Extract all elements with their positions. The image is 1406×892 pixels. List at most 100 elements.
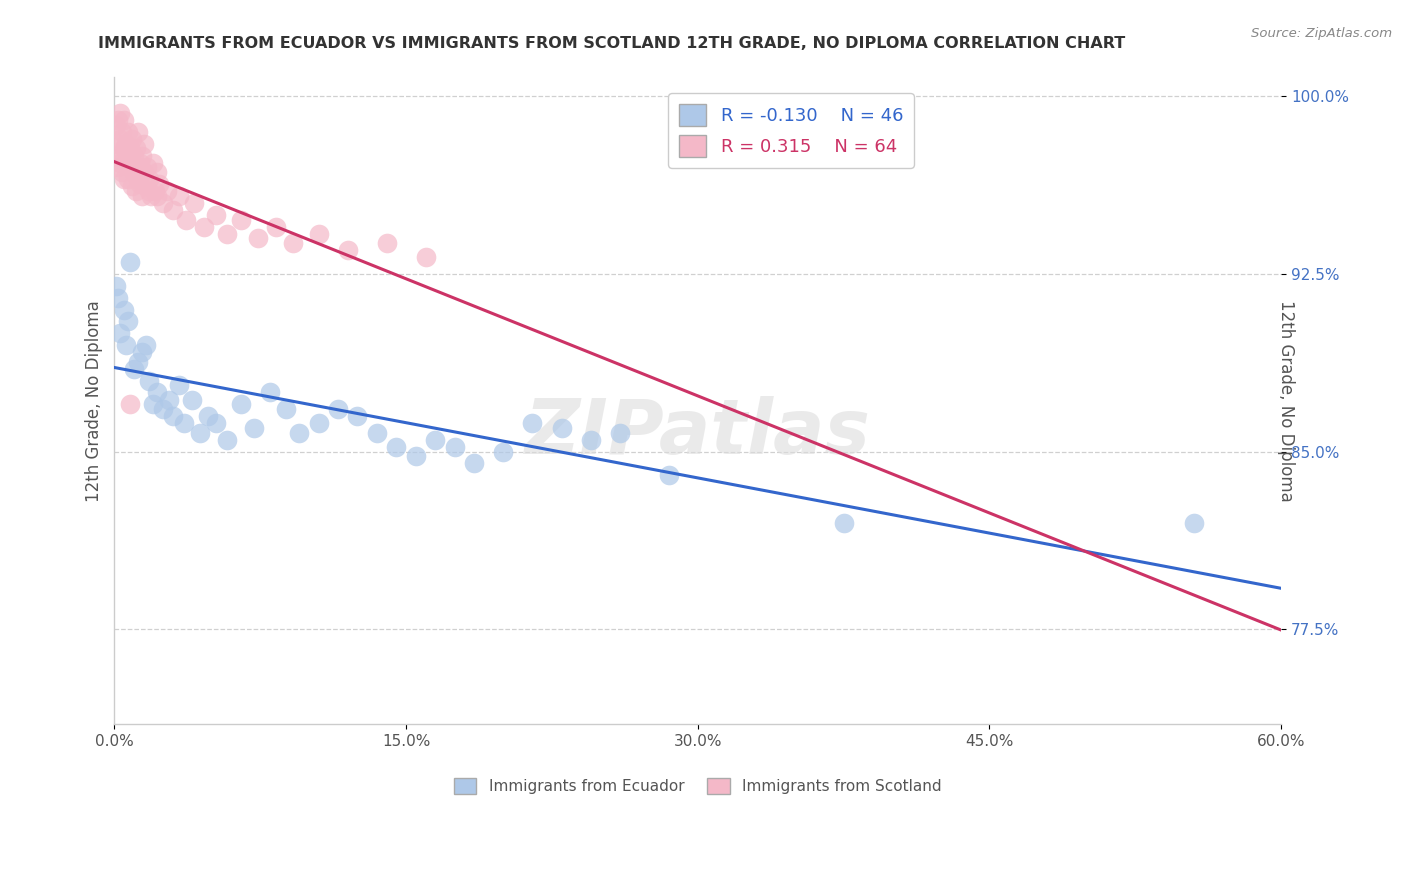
Point — [204, 416, 226, 430]
Text: ZIPatlas: ZIPatlas — [524, 396, 870, 470]
Point — [152, 402, 174, 417]
Point — [146, 385, 169, 400]
Point — [110, 132, 132, 146]
Point — [112, 172, 135, 186]
Point — [122, 361, 145, 376]
Point — [122, 148, 145, 162]
Point — [121, 132, 143, 146]
Point — [117, 314, 139, 328]
Point — [105, 118, 128, 132]
Point — [443, 440, 465, 454]
Point — [118, 161, 141, 175]
Point — [121, 179, 143, 194]
Point — [181, 392, 204, 407]
Point — [131, 189, 153, 203]
Point — [264, 219, 287, 234]
Point — [115, 155, 138, 169]
Point — [492, 444, 515, 458]
Point — [522, 416, 544, 430]
Point — [128, 155, 150, 169]
Point — [143, 184, 166, 198]
Point — [135, 338, 157, 352]
Point — [229, 397, 252, 411]
Point — [346, 409, 368, 423]
Point — [125, 141, 148, 155]
Point — [105, 148, 128, 162]
Point — [127, 172, 149, 186]
Point — [142, 155, 165, 169]
Point — [550, 421, 572, 435]
Point — [658, 468, 681, 483]
Text: IMMIGRANTS FROM ECUADOR VS IMMIGRANTS FROM SCOTLAND 12TH GRADE, NO DIPLOMA CORRE: IMMIGRANTS FROM ECUADOR VS IMMIGRANTS FR… — [98, 36, 1126, 51]
Point — [243, 421, 266, 435]
Point — [204, 208, 226, 222]
Point — [336, 244, 359, 258]
Point — [173, 416, 195, 430]
Point — [115, 338, 138, 352]
Point — [132, 165, 155, 179]
Point — [366, 425, 388, 440]
Point — [112, 113, 135, 128]
Point — [1182, 516, 1205, 530]
Y-axis label: 12th Grade, No Diploma: 12th Grade, No Diploma — [86, 300, 103, 501]
Point — [110, 326, 132, 341]
Point — [288, 425, 311, 440]
Point — [117, 125, 139, 139]
Point — [138, 374, 160, 388]
Point — [110, 155, 132, 169]
Point — [141, 189, 163, 203]
Point — [105, 278, 128, 293]
Point — [146, 189, 169, 203]
Point — [138, 172, 160, 186]
Point — [112, 141, 135, 155]
Point — [107, 136, 129, 151]
Point — [107, 291, 129, 305]
Point — [167, 378, 190, 392]
Point — [112, 302, 135, 317]
Point — [162, 409, 184, 423]
Point — [117, 148, 139, 162]
Point — [308, 227, 330, 241]
Point — [832, 516, 855, 530]
Point — [274, 402, 297, 417]
Point — [385, 440, 408, 454]
Point — [127, 354, 149, 368]
Point — [283, 236, 305, 251]
Point — [463, 457, 485, 471]
Point — [118, 397, 141, 411]
Point — [148, 177, 170, 191]
Point — [136, 161, 159, 175]
Point — [111, 125, 134, 139]
Point — [156, 184, 179, 198]
Point — [415, 251, 437, 265]
Point — [122, 165, 145, 179]
Point — [247, 231, 270, 245]
Point — [127, 125, 149, 139]
Point — [183, 196, 205, 211]
Point — [110, 106, 132, 120]
Point — [326, 402, 349, 417]
Point — [128, 177, 150, 191]
Point — [125, 184, 148, 198]
Point — [176, 212, 198, 227]
Point — [135, 179, 157, 194]
Point — [579, 433, 602, 447]
Point — [146, 165, 169, 179]
Point — [152, 196, 174, 211]
Point — [405, 450, 427, 464]
Point — [115, 136, 138, 151]
Point — [609, 425, 631, 440]
Point — [425, 433, 447, 447]
Point — [188, 425, 211, 440]
Point — [162, 202, 184, 217]
Legend: Immigrants from Ecuador, Immigrants from Scotland: Immigrants from Ecuador, Immigrants from… — [447, 772, 948, 800]
Point — [375, 236, 398, 251]
Point — [131, 345, 153, 359]
Point — [157, 392, 180, 407]
Point — [131, 148, 153, 162]
Point — [308, 416, 330, 430]
Point — [111, 148, 134, 162]
Point — [197, 409, 219, 423]
Point — [118, 255, 141, 269]
Point — [217, 227, 239, 241]
